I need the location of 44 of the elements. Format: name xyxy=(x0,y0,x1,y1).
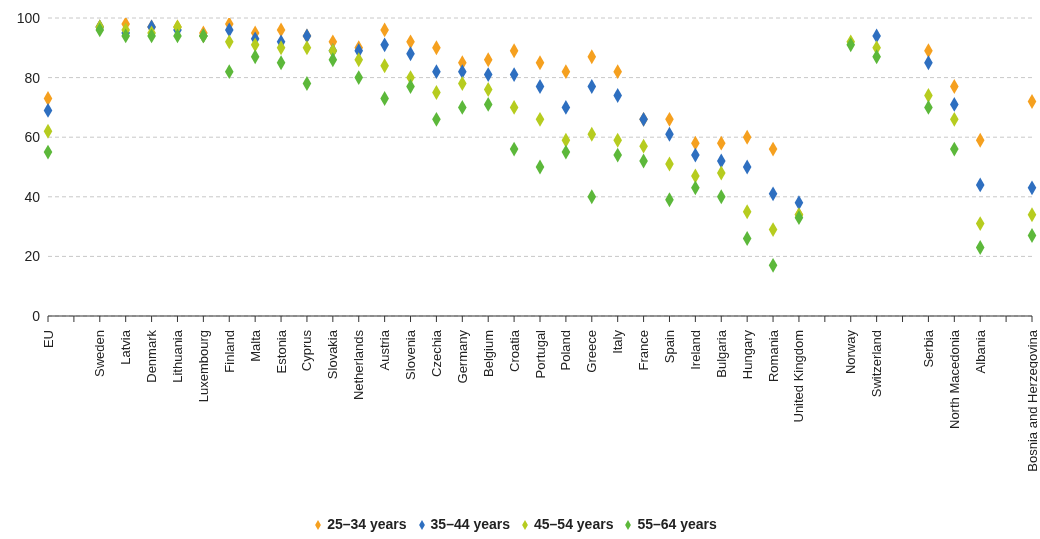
x-tick-label: France xyxy=(636,330,652,371)
x-tick-label: Serbia xyxy=(920,329,936,368)
legend-label: 25–34 years xyxy=(327,516,407,532)
x-tick-label: Estonia xyxy=(273,329,289,374)
x-tick-label: Latvia xyxy=(118,329,134,365)
x-tick-label: Sweden xyxy=(92,330,108,377)
x-tick-label: Switzerland xyxy=(869,330,885,398)
x-tick-label: Croatia xyxy=(506,329,522,372)
y-tick-label: 80 xyxy=(24,69,41,86)
x-tick-label: Lithuania xyxy=(169,329,185,383)
x-tick-label: Germany xyxy=(454,329,470,384)
y-tick-label: 0 xyxy=(32,307,41,324)
x-tick-label: Ireland xyxy=(687,330,703,370)
x-tick-label: North Macedonia xyxy=(946,329,962,429)
x-tick-label: Malta xyxy=(247,329,263,362)
x-tick-label: Poland xyxy=(558,330,574,371)
x-tick-label: Greece xyxy=(584,330,600,373)
x-tick-label: Albania xyxy=(972,329,988,374)
x-tick-label: Luxembourg xyxy=(195,330,211,403)
x-tick-label: Belgium xyxy=(480,330,496,377)
legend-label: 35–44 years xyxy=(430,516,510,532)
y-tick-label: 20 xyxy=(24,248,41,265)
x-tick-label: Finland xyxy=(221,330,237,373)
x-tick-label: Austria xyxy=(377,329,393,371)
x-tick-label: Romania xyxy=(765,329,781,383)
legend-label: 45–54 years xyxy=(534,516,614,532)
x-tick-label: Slovakia xyxy=(325,329,341,380)
y-tick-label: 100 xyxy=(16,9,41,26)
y-tick-label: 60 xyxy=(24,129,41,146)
x-tick-label: Netherlands xyxy=(351,329,367,401)
x-tick-label: Portugal xyxy=(532,329,548,379)
x-tick-label: EU xyxy=(40,330,56,349)
x-tick-label: Italy xyxy=(610,329,626,354)
x-tick-label: Denmark xyxy=(144,329,160,383)
x-tick-label: Cyprus xyxy=(299,329,315,372)
x-tick-label: Czechia xyxy=(428,329,444,377)
x-tick-label: Slovenia xyxy=(403,329,419,380)
x-tick-label: Spain xyxy=(661,330,677,364)
x-tick-label: United Kingdom xyxy=(791,330,807,423)
x-tick-label: Hungary xyxy=(739,329,755,380)
y-tick-label: 40 xyxy=(24,188,41,205)
x-tick-label: Bulgaria xyxy=(713,329,729,378)
legend-label: 55–64 years xyxy=(637,516,717,532)
x-tick-label: Norway xyxy=(843,329,859,375)
